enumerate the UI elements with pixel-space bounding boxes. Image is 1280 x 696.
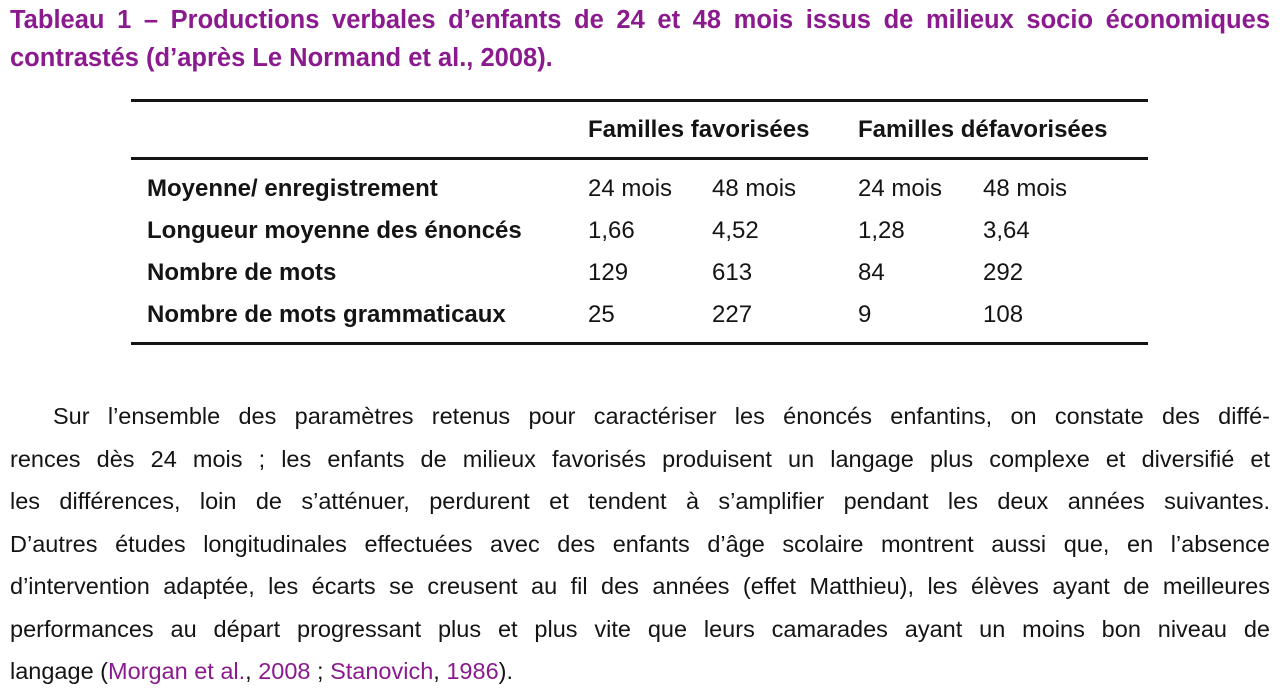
citation-separator: , [245, 658, 259, 684]
row-label: Nombre de mots [147, 259, 337, 286]
table-row: Nombre de mots 129 613 84 292 [131, 252, 1148, 294]
table-row: Longueur moyenne des énoncés 1,66 4,52 1… [131, 210, 1148, 252]
row-label: Moyenne/ enregistrement [147, 175, 438, 202]
cell-value: 613 [712, 259, 753, 286]
row-label: Nombre de mots grammaticaux [147, 301, 506, 328]
citation-link-stanovich-year[interactable]: 1986 [446, 658, 499, 684]
cell-value: 48 mois [712, 175, 797, 202]
final-line-prefix: langage ( [10, 658, 108, 684]
paragraph-line: les différences, loin de s’atténuer, per… [10, 488, 1270, 514]
cell-value: 24 mois [588, 175, 673, 202]
cell-value: 3,64 [983, 217, 1030, 244]
table-row: Nombre de mots grammaticaux 25 227 9 108 [131, 294, 1148, 336]
citation-separator: , [433, 658, 447, 684]
paragraph-line: D’autres études longitudinales effectuée… [10, 530, 1270, 557]
table-rule-top [131, 99, 1148, 102]
table-caption-line-2: contrastés (d’après Le Normand et al., 2… [10, 43, 553, 72]
paragraph-line: d’intervention adaptée, les écarts se cr… [10, 573, 1270, 599]
cell-value: 24 mois [858, 175, 943, 202]
paragraph-line: performances au départ progressant plus … [10, 615, 1270, 642]
cell-value: 48 mois [983, 175, 1068, 202]
table-body: Moyenne/ enregistrement 24 mois 48 mois … [131, 160, 1148, 342]
cell-value: 292 [983, 259, 1024, 286]
table-caption-line-1: Tableau 1 – Productions verbales d’enfan… [10, 6, 1270, 34]
row-label: Longueur moyenne des énoncés [147, 217, 522, 244]
citation-separator: ; [310, 658, 331, 684]
table-rule-mid [131, 157, 1148, 160]
table-caption: Tableau 1 – Productions verbales d’enfan… [10, 2, 1270, 77]
cell-value: 227 [712, 301, 753, 328]
cell-value: 108 [983, 301, 1024, 328]
cell-value: 9 [858, 301, 872, 328]
citation-link-morgan[interactable]: Morgan et al. [108, 658, 246, 684]
paragraph-line: rences dès 24 mois ; les enfants de mili… [10, 445, 1270, 472]
cell-value: 129 [588, 259, 629, 286]
group-header-defavorisees: Familles défavorisées [858, 116, 1108, 143]
paragraph-final-line: langage (Morgan et al., 2008 ; Stanovich… [10, 650, 1270, 693]
body-paragraph: Sur l’ensemble des paramètres retenus po… [10, 395, 1270, 693]
table-header-spacer [131, 102, 588, 157]
cell-value: 84 [858, 259, 885, 286]
group-header-favorisees: Familles favorisées [588, 116, 810, 143]
table-row: Moyenne/ enregistrement 24 mois 48 mois … [131, 168, 1148, 210]
cell-value: 1,28 [858, 217, 905, 244]
table-rule-bottom [131, 342, 1148, 345]
cell-value: 25 [588, 301, 615, 328]
cell-value: 1,66 [588, 217, 635, 244]
paragraph-line: Sur l’ensemble des paramètres retenus po… [53, 403, 1270, 429]
cell-value: 4,52 [712, 217, 759, 244]
citation-link-stanovich[interactable]: Stanovich [330, 658, 434, 684]
citation-link-morgan-year[interactable]: 2008 [258, 658, 311, 684]
table-header-row: Familles favorisées Familles défavorisée… [131, 102, 1148, 157]
data-table: Familles favorisées Familles défavorisée… [131, 99, 1148, 345]
final-line-suffix: ). [498, 658, 513, 684]
